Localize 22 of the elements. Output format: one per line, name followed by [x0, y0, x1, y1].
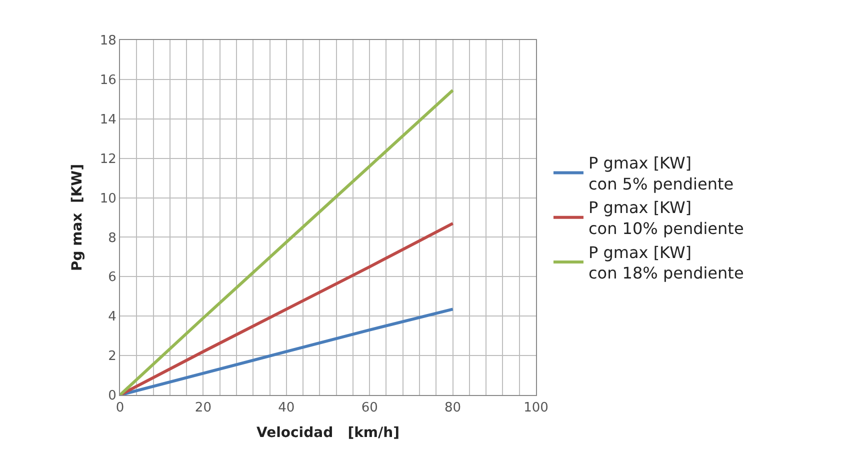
- x-tick-label: 60: [361, 400, 378, 416]
- y-tick-label: 6: [108, 270, 116, 286]
- y-tick-label: 10: [100, 191, 116, 206]
- x-tick-label: 100: [524, 400, 548, 416]
- x-tick-label: 80: [444, 400, 462, 416]
- y-tick-label: 0: [108, 388, 116, 404]
- legend-label: P gmax [KW] con 18% pendiente: [588, 242, 744, 283]
- y-tick-label: 18: [100, 34, 116, 49]
- legend-label: P gmax [KW] con 5% pendiente: [588, 154, 734, 194]
- y-tick-label: 2: [108, 349, 116, 364]
- line-series: [120, 222, 454, 395]
- x-tick-label: 40: [278, 400, 295, 416]
- y-axis-title: Pg max [KW]: [69, 164, 86, 272]
- y-tick-label: 12: [100, 152, 116, 167]
- y-tick-label: 8: [108, 230, 116, 246]
- x-axis-title: Velocidad [km/h]: [256, 424, 400, 441]
- line-series: [120, 88, 454, 395]
- legend-label: P gmax [KW] con 10% pendiente: [588, 198, 744, 238]
- x-tick-label: 20: [194, 400, 212, 416]
- y-tick-label: 16: [100, 72, 116, 88]
- y-tick-label: 4: [108, 310, 116, 325]
- y-tick-label: 14: [100, 112, 116, 128]
